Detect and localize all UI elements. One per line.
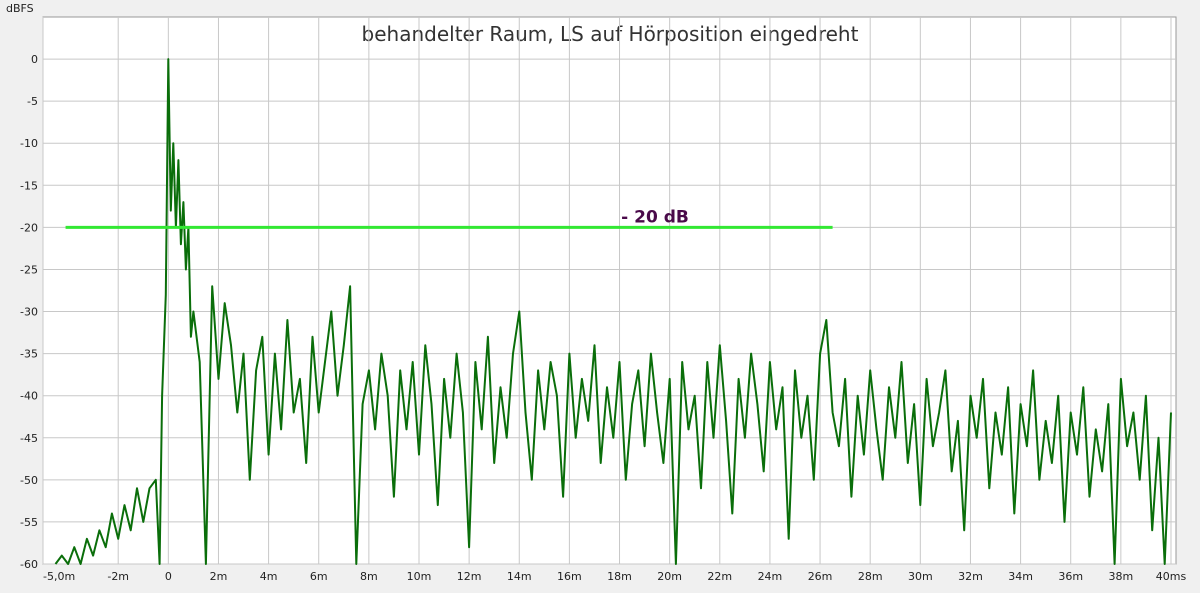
x-tick-label: 14m xyxy=(507,570,532,583)
x-tick-label: 12m xyxy=(457,570,482,583)
y-tick-label: 0 xyxy=(31,53,38,66)
chart-title: behandelter Raum, LS auf Hörposition ein… xyxy=(362,22,859,46)
y-tick-label: -25 xyxy=(20,263,38,276)
x-tick-label: 24m xyxy=(758,570,783,583)
y-tick-label: -55 xyxy=(20,516,38,529)
x-tick-label: 22m xyxy=(707,570,732,583)
x-tick-label: 4m xyxy=(260,570,278,583)
x-tick-label: 34m xyxy=(1008,570,1033,583)
y-axis-label: dBFS xyxy=(6,2,34,15)
y-tick-label: -5 xyxy=(27,95,38,108)
y-tick-label: -15 xyxy=(20,179,38,192)
x-tick-label: 36m xyxy=(1058,570,1083,583)
y-tick-label: -20 xyxy=(20,221,38,234)
x-tick-label: -2m xyxy=(107,570,129,583)
x-tick-label: 20m xyxy=(657,570,682,583)
y-tick-label: -35 xyxy=(20,348,38,361)
x-tick-label: 16m xyxy=(557,570,582,583)
x-tick-label: 2m xyxy=(210,570,228,583)
y-tick-label: -45 xyxy=(20,432,38,445)
x-tick-label: 28m xyxy=(858,570,883,583)
x-tick-label: 10m xyxy=(407,570,432,583)
x-tick-label: 30m xyxy=(908,570,933,583)
reference-label: - 20 dB xyxy=(621,207,689,227)
x-tick-label: 18m xyxy=(607,570,632,583)
x-tick-label: 40ms xyxy=(1156,570,1187,583)
x-tick-label: 32m xyxy=(958,570,983,583)
x-tick-label: 0 xyxy=(165,570,172,583)
data-line xyxy=(54,58,1172,565)
x-tick-label: 38m xyxy=(1108,570,1133,583)
y-tick-label: -60 xyxy=(20,558,38,571)
y-tick-label: -30 xyxy=(20,306,38,319)
y-tick-label: -10 xyxy=(20,137,38,150)
x-tick-label: 26m xyxy=(808,570,833,583)
plot-area xyxy=(42,16,1177,565)
x-tick-label: -5,0m xyxy=(43,570,75,583)
y-tick-label: -50 xyxy=(20,474,38,487)
y-tick-label: -40 xyxy=(20,390,38,403)
x-tick-label: 8m xyxy=(360,570,378,583)
x-tick-label: 6m xyxy=(310,570,328,583)
